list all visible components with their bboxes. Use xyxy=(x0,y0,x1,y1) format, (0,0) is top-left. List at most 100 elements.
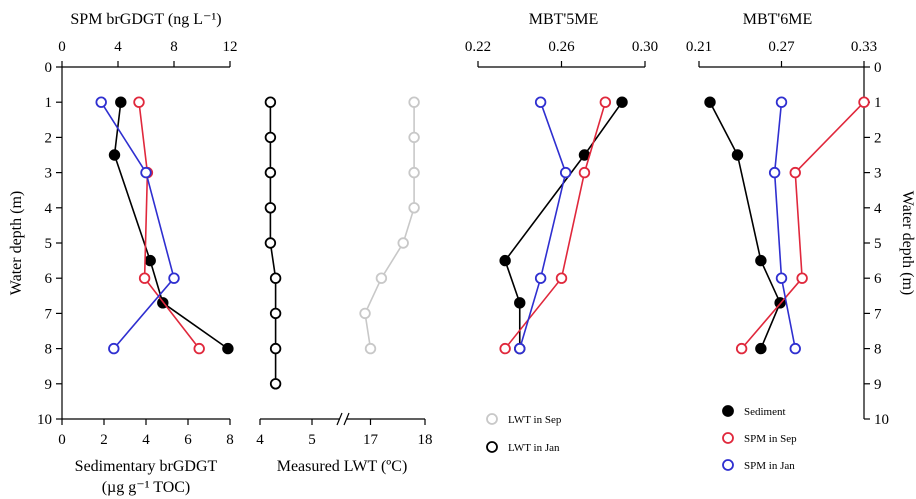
lwt_sep-series-point xyxy=(408,96,420,108)
sediment-series-point xyxy=(755,342,767,355)
x-tick-label: 18 xyxy=(418,432,433,448)
axis-break-mark xyxy=(336,412,343,426)
spm_jan-series-point xyxy=(108,342,120,355)
legend-label: SPM in Jan xyxy=(744,460,795,472)
y-tick-label: 7 xyxy=(45,306,53,322)
lwt_sep-series-point xyxy=(397,237,409,249)
lwt_sep-series-point xyxy=(359,307,371,320)
x-tick-label: 0.27 xyxy=(768,39,795,55)
y-tick-label: 6 xyxy=(45,271,53,287)
x-tick-label: 0.22 xyxy=(465,39,491,55)
y-axis-title-right: Water depth (m) xyxy=(899,191,916,295)
lwt_jan-series-point xyxy=(264,202,277,214)
spm_jan-series-point xyxy=(534,96,547,108)
x-tick-label: 4 xyxy=(142,432,150,448)
x-tick-label: 8 xyxy=(226,432,234,448)
x-axis-title-mbt5me: MBT'5ME xyxy=(529,11,599,28)
x-tick-label: 0.21 xyxy=(686,39,712,55)
sediment-series-point xyxy=(144,254,156,267)
spm_sep-series-point xyxy=(133,96,145,108)
x-tick-label: 6 xyxy=(184,432,192,448)
lwt_sep-series-point xyxy=(408,202,420,214)
sediment-series-point xyxy=(514,297,526,309)
lwt_jan-series-point xyxy=(264,166,277,179)
spm_sep-series-line xyxy=(138,102,200,350)
spm_jan-series-line xyxy=(100,101,175,350)
sediment-series-point xyxy=(578,149,591,161)
x-axis-title-top: SPM brGDGT (ng L⁻¹) xyxy=(70,11,221,28)
y-tick-label: 3 xyxy=(874,166,882,182)
lwt_jan-series-point xyxy=(269,272,282,284)
spm_sep-series-point xyxy=(193,342,205,355)
x-tick-label: 8 xyxy=(170,39,178,55)
y-tick-label: 10 xyxy=(874,412,889,428)
spm_sep-series-point xyxy=(555,272,568,284)
spm_sep-series-point xyxy=(499,342,511,355)
spm_jan-series-point xyxy=(168,272,180,284)
y-tick-label: 5 xyxy=(45,236,53,252)
spm_jan-series-point xyxy=(559,166,572,179)
y-tick-label: 0 xyxy=(45,60,53,76)
y-tick-label: 7 xyxy=(874,306,882,322)
lwt_sep-series-line xyxy=(364,102,415,349)
x-axis-title-bottom-unit: (µg g⁻¹ TOC) xyxy=(102,479,191,496)
x-tick-label: 17 xyxy=(363,432,379,448)
y-tick-label: 2 xyxy=(45,130,53,146)
legend-label: SPM in Sep xyxy=(744,433,797,445)
spm_sep-series-point xyxy=(796,272,808,284)
y-tick-label: 1 xyxy=(874,95,882,111)
x-tick-label: 5 xyxy=(308,432,316,448)
legend-marker xyxy=(722,405,734,417)
x-tick-label: 12 xyxy=(223,39,238,55)
x-tick-label: 4 xyxy=(114,39,122,55)
legend-label: LWT in Jan xyxy=(508,442,560,454)
lwt_jan-series-point xyxy=(269,378,282,390)
sediment-series-point xyxy=(731,149,744,161)
lwt_sep-series-point xyxy=(408,131,420,144)
x-axis-title-lwt: Measured LWT (ºC) xyxy=(277,458,408,475)
spm_sep-series-line xyxy=(504,101,607,350)
x-tick-label: 0 xyxy=(58,39,66,55)
spm_jan-series-point xyxy=(514,342,526,355)
spm_sep-series-point xyxy=(858,96,870,108)
x-tick-label: 0 xyxy=(58,432,66,448)
spm_sep-series-point xyxy=(735,342,748,355)
lwt_jan-series-point xyxy=(269,342,282,355)
spm_jan-series-point xyxy=(95,96,107,108)
spm_sep-series-point xyxy=(578,166,591,179)
spm_jan-series-point xyxy=(789,342,801,355)
y-tick-label: 2 xyxy=(874,130,882,146)
spm_sep-series-line xyxy=(741,101,865,350)
legend-label: LWT in Sep xyxy=(508,414,562,426)
legend-marker xyxy=(486,413,498,425)
spm_jan-series-point xyxy=(768,166,781,179)
lwt_jan-series-point xyxy=(264,131,277,144)
sediment-series-point xyxy=(115,96,127,108)
spm_sep-series-point xyxy=(599,96,612,108)
legend-label: Sediment xyxy=(744,406,786,418)
y-tick-label: 6 xyxy=(874,271,882,287)
legend-marker xyxy=(486,441,498,453)
sediment-series-line xyxy=(504,101,623,349)
axis-break-mark xyxy=(343,412,350,426)
spm_sep-series-point xyxy=(138,272,151,284)
y-tick-label: 8 xyxy=(874,342,882,358)
y-tick-label: 8 xyxy=(45,342,53,358)
y-tick-label: 1 xyxy=(45,95,53,111)
y-axis-title: Water depth (m) xyxy=(8,191,25,295)
spm_sep-series-point xyxy=(789,166,801,179)
x-tick-label: 0.26 xyxy=(548,39,575,55)
lwt_sep-series-point xyxy=(408,166,420,179)
y-tick-label: 4 xyxy=(45,201,53,217)
x-tick-label: 0.33 xyxy=(851,39,877,55)
sediment-series-point xyxy=(499,254,511,267)
legend-marker xyxy=(722,459,734,471)
lwt_sep-series-point xyxy=(364,342,377,355)
lwt_jan-series-point xyxy=(264,237,277,249)
sediment-series-point xyxy=(755,254,767,267)
y-tick-label: 9 xyxy=(45,377,53,393)
spm_jan-series-point xyxy=(775,272,788,284)
sediment-series-point xyxy=(108,149,121,161)
sediment-series-point xyxy=(222,342,234,355)
